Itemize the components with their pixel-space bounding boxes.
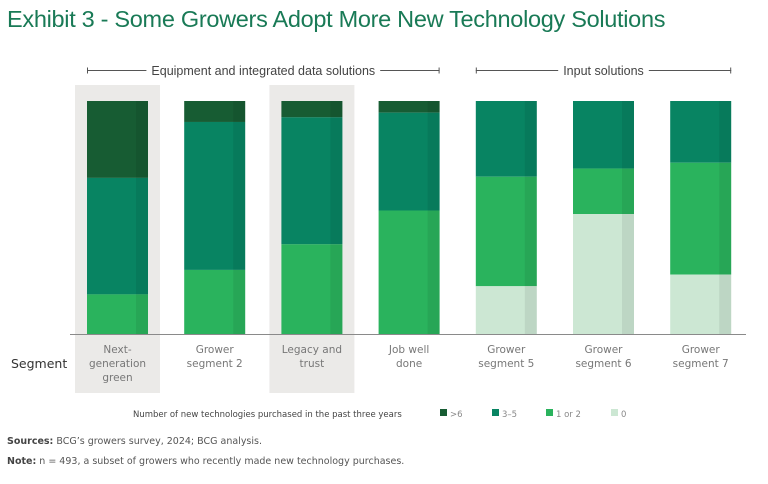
bar-segment-shade <box>524 286 537 334</box>
category-label-line: Grower <box>682 344 721 356</box>
category-label: Grower segment 5 <box>478 344 534 370</box>
bar-segment-3 <box>670 162 732 275</box>
category-label-line: trust <box>300 358 325 370</box>
bar-segment-shade <box>233 269 246 334</box>
bar-segment-3 <box>281 244 343 334</box>
category-label-line: segment 5 <box>478 358 534 370</box>
legend-swatch <box>611 409 618 416</box>
bar-segment-shade <box>719 162 732 275</box>
bar-segment-3 <box>573 168 634 215</box>
group-bracket: Equipment and integrated data solutions <box>87 64 440 78</box>
bar-segment-3 <box>378 210 440 334</box>
bar-stack <box>573 101 634 334</box>
chart-title: Exhibit 3 - Some Growers Adopt More New … <box>7 6 666 32</box>
legend-label: 3–5 <box>502 410 517 420</box>
bar-segment-shade <box>524 101 537 177</box>
note-label: Note: <box>7 456 37 467</box>
bar-segment-3 <box>87 294 148 334</box>
legend-item: >6 <box>440 409 463 420</box>
bar-segment-4 <box>475 286 537 334</box>
bar-segment-3 <box>184 269 246 334</box>
bar-segment-shade <box>719 274 732 334</box>
bar-segment-4 <box>573 214 634 334</box>
category-label-line: Job well <box>388 344 429 356</box>
category-label-line: generation <box>89 358 146 370</box>
bar-stack <box>670 101 732 334</box>
bar-segment-shade <box>427 210 440 334</box>
legend-label: 1 or 2 <box>556 410 581 420</box>
category-label-line: segment 7 <box>673 358 729 370</box>
bar-segment-2 <box>670 101 732 163</box>
bar-segment-shade <box>330 244 343 334</box>
bar-stack <box>281 101 343 334</box>
category-label-line: Next- <box>103 344 131 356</box>
bar-segment-1 <box>281 101 343 118</box>
bar-segment-2 <box>475 101 537 177</box>
x-axis-label: Segment <box>11 356 67 371</box>
group-bracket: Input solutions <box>475 64 732 78</box>
category-label-line: segment 2 <box>187 358 243 370</box>
category-label: Legacy and trust <box>282 344 342 370</box>
category-label-line: segment 6 <box>575 358 631 370</box>
bar-segment-2 <box>87 177 148 295</box>
category-label-line: Grower <box>196 344 235 356</box>
bar-segment-2 <box>573 101 634 169</box>
category-label-line: Grower <box>487 344 526 356</box>
legend-swatch <box>546 409 553 416</box>
bar-segment-1 <box>378 101 440 113</box>
legend-swatch <box>492 409 499 416</box>
footnote: Note: n = 493, a subset of growers who r… <box>7 456 404 467</box>
category-label: Job well done <box>388 344 429 370</box>
bar-segment-shade <box>622 168 634 215</box>
bar-segment-shade <box>330 117 343 245</box>
bar-stack <box>378 101 440 334</box>
group-label: Input solutions <box>563 64 644 78</box>
bar-stack <box>87 101 148 334</box>
category-label: Grower segment 2 <box>187 344 243 370</box>
bar-segment-shade <box>136 294 148 334</box>
bar-segment-shade <box>524 176 537 287</box>
bar-segment-shade <box>136 101 148 178</box>
sources-text: BCG’s growers survey, 2024; BCG analysis… <box>53 436 262 447</box>
legend-item: 0 <box>611 409 626 420</box>
legend-title: Number of new technologies purchased in … <box>133 410 402 420</box>
bar-stack <box>184 101 246 334</box>
category-label: Grower segment 7 <box>673 344 729 370</box>
legend-item: 1 or 2 <box>546 409 581 420</box>
bar-segment-2 <box>378 112 440 211</box>
category-label-line: done <box>396 358 422 370</box>
note-text: n = 493, a subset of growers who recentl… <box>36 456 405 467</box>
legend-label: >6 <box>450 410 463 420</box>
bar-segment-3 <box>475 176 537 287</box>
bar-segment-2 <box>184 121 246 270</box>
bar-segment-1 <box>87 101 148 178</box>
category-label-line: green <box>102 372 132 384</box>
bar-segment-1 <box>184 101 246 122</box>
legend-label: 0 <box>621 410 626 420</box>
category-label: Grower segment 6 <box>575 344 631 370</box>
sources-label: Sources: <box>7 436 54 447</box>
bar-segment-shade <box>719 101 732 163</box>
category-label: Next-generation green <box>89 344 146 384</box>
bar-segment-shade <box>622 214 634 334</box>
bar-segment-shade <box>427 112 440 211</box>
bar-segment-shade <box>233 121 246 270</box>
bar-segment-shade <box>427 101 440 113</box>
bar-segment-2 <box>281 117 343 245</box>
category-label-line: Legacy and <box>282 344 342 356</box>
bar-segment-4 <box>670 274 732 334</box>
bar-segment-shade <box>233 101 246 122</box>
bar-segment-shade <box>330 101 343 118</box>
group-label: Equipment and integrated data solutions <box>151 64 375 78</box>
bar-segment-shade <box>622 101 634 169</box>
sources-note: Sources: BCG’s growers survey, 2024; BCG… <box>7 436 262 447</box>
category-label-line: Grower <box>584 344 623 356</box>
bar-segment-shade <box>136 177 148 295</box>
bar-stack <box>475 101 537 334</box>
legend-swatch <box>440 409 447 416</box>
legend-item: 3–5 <box>492 409 517 420</box>
